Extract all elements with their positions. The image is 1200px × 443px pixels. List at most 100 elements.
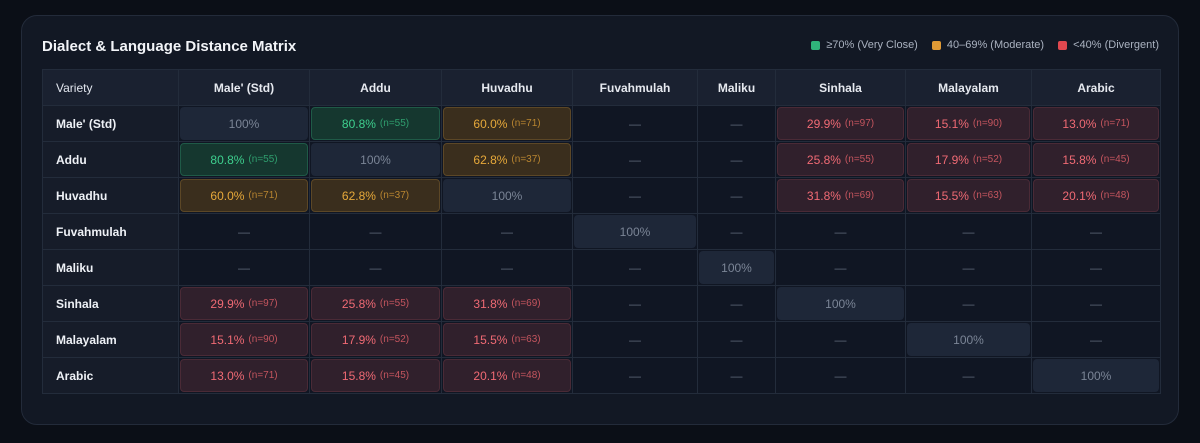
percentage-value: 13.0%: [1062, 116, 1097, 131]
cell-content: —: [777, 323, 904, 356]
cell-content: —: [699, 107, 774, 140]
matrix-cell: 100%: [178, 105, 310, 142]
matrix-cell: 100%: [775, 285, 906, 322]
matrix-cell: —: [1031, 249, 1161, 286]
cell-content: 13.0% (n=71): [1033, 107, 1159, 140]
percentage-value: 100%: [360, 152, 391, 167]
cell-content: 100%: [443, 179, 571, 212]
cell-content: —: [699, 287, 774, 320]
cell-content: —: [443, 251, 571, 284]
row-header-sinhala: Sinhala: [42, 285, 179, 322]
empty-dash: —: [369, 260, 382, 275]
matrix-cell: —: [905, 249, 1032, 286]
matrix-cell: —: [775, 321, 906, 358]
cell-content: 17.9% (n=52): [311, 323, 440, 356]
row-header-arabic: Arabic: [42, 357, 179, 394]
matrix-cell: —: [697, 105, 776, 142]
matrix-cell: —: [1031, 321, 1161, 358]
table-row: Addu 80.8% (n=55) 100% 62.8% (n=37) — —25.8% (n=…: [42, 141, 1161, 178]
matrix-cell: —: [905, 285, 1032, 322]
cell-content: —: [1033, 215, 1159, 248]
sample-size: (n=63): [972, 190, 1003, 201]
table-row: Huvadhu 60.0% (n=71) 62.8% (n=37) 100% — —31.8%…: [42, 177, 1161, 214]
row-header-maliku: Maliku: [42, 249, 179, 286]
matrix-cell: —: [697, 321, 776, 358]
column-header-huvadhu: Huvadhu: [441, 69, 573, 106]
empty-dash: —: [629, 260, 641, 275]
matrix-cell: 13.0% (n=71): [178, 357, 310, 394]
matrix-cell: 13.0% (n=71): [1031, 105, 1161, 142]
row-header-addu: Addu: [42, 141, 179, 178]
percentage-value: 100%: [228, 116, 260, 131]
cell-content: —: [180, 215, 308, 248]
matrix-cell: —: [775, 249, 906, 286]
empty-dash: —: [730, 224, 743, 239]
percentage-value: 15.1%: [934, 116, 969, 131]
matrix-cell: —: [572, 105, 698, 142]
sample-size: (n=71): [511, 118, 541, 129]
matrix-card: Dialect & Language Distance Matrix ≥70% …: [21, 15, 1179, 425]
column-header-addu: Addu: [309, 69, 442, 106]
matrix-cell: —: [1031, 213, 1161, 250]
sample-size: (n=37): [511, 154, 541, 165]
legend-swatch-green: [811, 40, 821, 50]
matrix-cell: —: [1031, 285, 1161, 322]
cell-content: 15.8% (n=45): [1033, 143, 1159, 176]
matrix-cell: 100%: [1031, 357, 1161, 394]
matrix-cell: 20.1% (n=48): [1031, 177, 1161, 214]
empty-dash: —: [629, 116, 641, 131]
sample-size: (n=45): [379, 370, 410, 381]
percentage-value: 80.8%: [210, 152, 245, 167]
empty-dash: —: [1090, 260, 1102, 275]
percentage-value: 31.8%: [473, 296, 508, 311]
cell-content: 17.9% (n=52): [907, 143, 1030, 176]
empty-dash: —: [369, 224, 382, 239]
cell-content: —: [907, 251, 1030, 284]
percentage-value: 60.0%: [210, 188, 245, 203]
matrix-cell: —: [905, 213, 1032, 250]
legend-swatch-red: [1058, 40, 1068, 50]
table-row: Sinhala 29.9% (n=97) 25.8% (n=55) 31.8% (n=69)…: [42, 285, 1161, 322]
row-header-fuvahmulah: Fuvahmulah: [42, 213, 179, 250]
legend-swatch-amber: [931, 40, 941, 50]
cell-content: —: [574, 287, 696, 320]
matrix-cell: 20.1% (n=48): [441, 357, 573, 394]
cell-content: 80.8% (n=55): [311, 107, 440, 140]
matrix-cell: 25.8% (n=55): [775, 141, 906, 178]
percentage-value: 15.1%: [210, 332, 245, 347]
legend: ≥70% (Very Close) 40–69% (Moderate) <40%…: [811, 39, 1159, 51]
legend-label: 40–69% (Moderate): [946, 39, 1045, 51]
sample-size: (n=69): [511, 298, 541, 309]
table-row: Maliku — — — — 100% — — —: [42, 249, 1161, 286]
chart-title: Dialect & Language Distance Matrix: [42, 38, 297, 55]
empty-dash: —: [629, 332, 641, 347]
matrix-cell: 62.8% (n=37): [309, 177, 442, 214]
cell-content: 15.5% (n=63): [907, 179, 1030, 212]
cell-content: —: [699, 215, 774, 248]
cell-content: 15.1% (n=90): [907, 107, 1030, 140]
empty-dash: —: [629, 296, 641, 311]
legend-item-divergent: <40% (Divergent): [1058, 39, 1159, 51]
matrix-cell: 60.0% (n=71): [178, 177, 310, 214]
sample-size: (n=45): [1100, 154, 1130, 165]
cell-content: 31.8% (n=69): [777, 179, 904, 212]
percentage-value: 17.9%: [934, 152, 969, 167]
cell-content: 80.8% (n=55): [180, 143, 308, 176]
matrix-cell: 17.9% (n=52): [905, 141, 1032, 178]
percentage-value: 29.9%: [806, 116, 841, 131]
cell-content: 25.8% (n=55): [311, 287, 440, 320]
percentage-value: 100%: [825, 296, 856, 311]
sample-size: (n=55): [379, 118, 410, 129]
cell-content: —: [1033, 323, 1159, 356]
matrix-cell: —: [572, 177, 698, 214]
empty-dash: —: [501, 224, 513, 239]
cell-content: 29.9% (n=97): [777, 107, 904, 140]
cell-content: 100%: [1033, 359, 1159, 392]
cell-content: —: [574, 143, 696, 176]
cell-content: 100%: [907, 323, 1030, 356]
row-header-male-std: Male' (Std): [42, 105, 179, 142]
matrix-cell: —: [441, 249, 573, 286]
cell-content: 15.1% (n=90): [180, 323, 308, 356]
cell-content: 25.8% (n=55): [777, 143, 904, 176]
percentage-value: 15.8%: [341, 368, 376, 383]
